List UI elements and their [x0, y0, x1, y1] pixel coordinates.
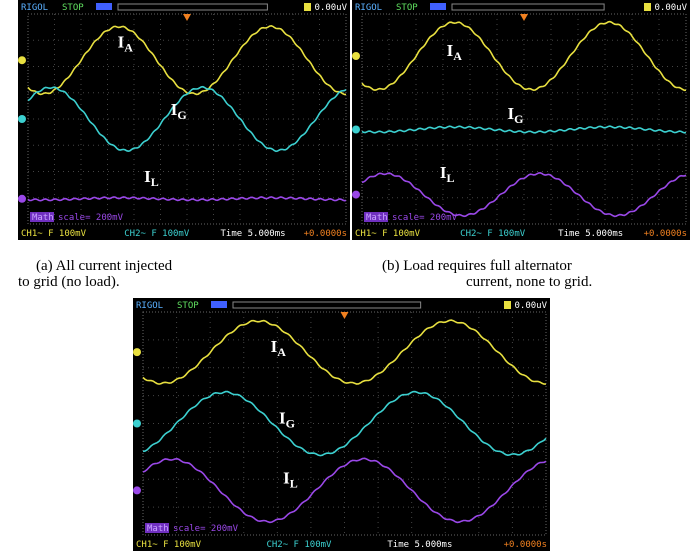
timebase: Time 5.000ms	[558, 229, 623, 239]
ch1-setting: CH1~ F 100mV	[21, 229, 87, 239]
trace-subscript: L	[151, 175, 159, 189]
caption: (b) Load requires full alternator	[382, 258, 572, 274]
trigger-icon	[504, 301, 511, 309]
run-state: STOP	[62, 3, 84, 13]
math-scale: scale= 200mV	[392, 213, 458, 223]
math-scale: scale= 200mV	[173, 524, 239, 534]
ch2-setting: CH2~ F 100mV	[266, 540, 332, 550]
brand: RIGOL	[355, 3, 382, 13]
ch2-setting: CH2~ F 100mV	[460, 229, 526, 239]
ch2-setting: CH2~ F 100mV	[124, 229, 190, 239]
trigger-icon	[304, 3, 311, 11]
memory-bar	[96, 3, 112, 10]
channel-marker	[133, 420, 141, 428]
channel-marker	[18, 56, 26, 64]
memory-bar	[430, 3, 446, 10]
caption: current, none to grid.	[466, 274, 592, 290]
page: {"panels": [ {"status": {"brand": "RIGOL…	[0, 0, 693, 551]
run-state: STOP	[396, 3, 418, 13]
trace-subscript: L	[290, 477, 298, 491]
run-state: STOP	[177, 301, 199, 311]
figure: RIGOLSTOP0.00uVIAIGILMathscale= 200mVCH1…	[0, 0, 693, 551]
channel-marker	[133, 486, 141, 494]
math-label: Math	[32, 213, 54, 223]
brand: RIGOL	[136, 301, 163, 311]
trace-subscript: A	[124, 41, 133, 55]
timebase: Time 5.000ms	[221, 229, 286, 239]
trace-subscript: A	[453, 49, 462, 63]
channel-marker	[352, 191, 360, 199]
memory-bar	[211, 301, 227, 308]
trigger-level: 0.00uV	[514, 301, 547, 311]
channel-marker	[18, 115, 26, 123]
trigger-level: 0.00uV	[314, 3, 347, 13]
channel-marker	[133, 348, 141, 356]
trigger-icon	[644, 3, 651, 11]
trace-subscript: G	[177, 108, 186, 122]
screen-bg	[133, 298, 550, 551]
trigger-offset: +0.0000s	[644, 229, 687, 239]
trigger-offset: +0.0000s	[504, 540, 547, 550]
timebase: Time 5.000ms	[387, 540, 452, 550]
ch1-setting: CH1~ F 100mV	[136, 540, 202, 550]
caption: to grid (no load).	[18, 274, 120, 290]
trace-subscript: A	[277, 345, 286, 359]
channel-marker	[352, 126, 360, 134]
trigger-offset: +0.0000s	[304, 229, 347, 239]
math-scale: scale= 200mV	[58, 213, 124, 223]
channel-marker	[352, 52, 360, 60]
trace-subscript: G	[286, 417, 295, 431]
caption: (a) All current injected	[36, 258, 173, 274]
brand: RIGOL	[21, 3, 48, 13]
math-label: Math	[366, 213, 388, 223]
trace-subscript: G	[514, 112, 523, 126]
channel-marker	[18, 195, 26, 203]
trigger-level: 0.00uV	[654, 3, 687, 13]
math-label: Math	[147, 524, 169, 534]
trace-subscript: L	[447, 171, 455, 185]
ch1-setting: CH1~ F 100mV	[355, 229, 421, 239]
